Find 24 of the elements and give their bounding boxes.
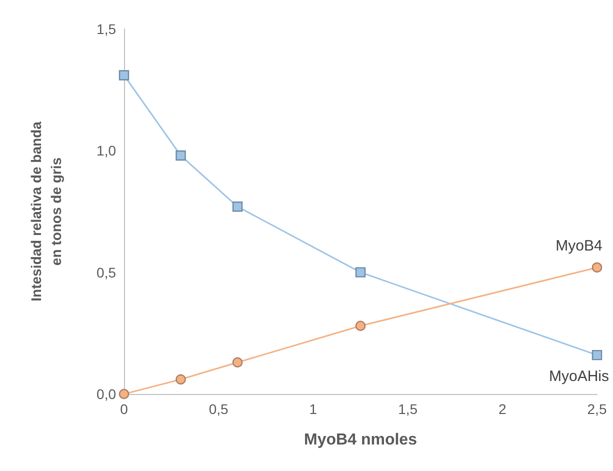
y-tick-label: 0,5 bbox=[96, 264, 116, 280]
x-tick-label: 1 bbox=[309, 401, 318, 417]
x-tick-label: 0,5 bbox=[208, 401, 229, 417]
point bbox=[355, 267, 366, 278]
point bbox=[232, 202, 243, 212]
x-tick-label: 2 bbox=[498, 401, 506, 417]
x-tick-label: 0 bbox=[120, 401, 128, 417]
point bbox=[232, 357, 243, 368]
point bbox=[592, 262, 602, 273]
y-tick-label: 1,0 bbox=[96, 142, 116, 159]
point bbox=[176, 374, 186, 384]
x-axis-title: MyoB4 nmoles bbox=[304, 432, 418, 448]
point bbox=[118, 70, 130, 80]
point bbox=[176, 150, 186, 161]
y-axis-title: Intesidad relativa de banda en tonos de gris bbox=[28, 121, 64, 302]
y-tick-label: 1,5 bbox=[96, 21, 116, 37]
point bbox=[592, 350, 602, 360]
x-tick-label: 1,5 bbox=[398, 401, 418, 417]
point bbox=[118, 388, 130, 400]
x-tick-label: 2,5 bbox=[587, 401, 607, 417]
series-label: MyoAHis bbox=[548, 368, 610, 386]
series-label: MyoB4 bbox=[556, 237, 602, 254]
y-tick-label: 0,0 bbox=[96, 386, 116, 402]
point bbox=[355, 320, 366, 331]
